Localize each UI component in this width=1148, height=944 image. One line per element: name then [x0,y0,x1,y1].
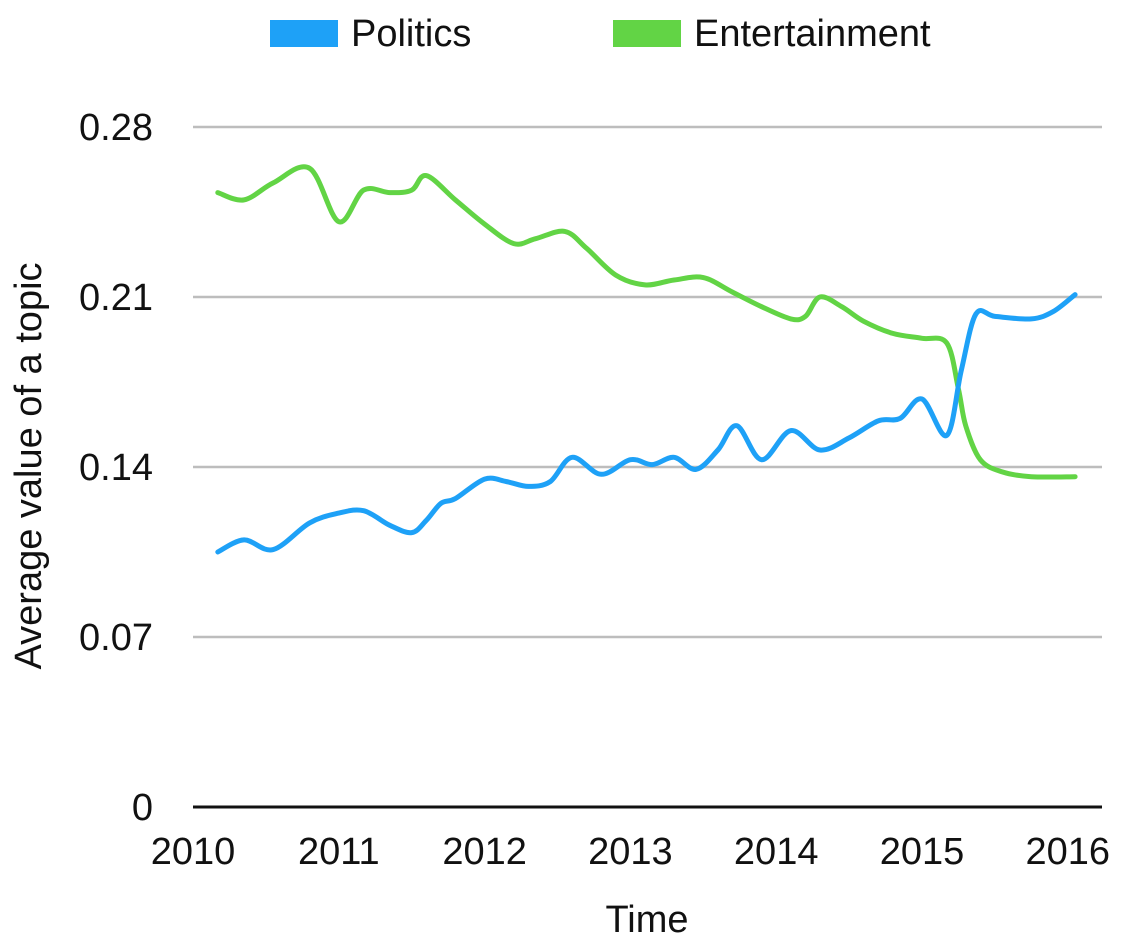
y-tick-label: 0.21 [79,277,153,319]
series-lines [215,164,1078,555]
x-tick-label: 2010 [151,831,236,873]
legend-swatch-politics [270,20,338,47]
series-line-politics [215,292,1078,555]
y-axis-label: Average value of a topic [8,262,50,669]
x-tick-label: 2016 [1026,831,1111,873]
x-tick-label: 2014 [734,831,819,873]
legend-label-entertainment: Entertainment [694,13,931,55]
x-tick-label: 2013 [588,831,673,873]
y-tick-label: 0.14 [79,447,153,489]
x-axis-label: Time [605,899,688,941]
x-tick-label: 2011 [298,831,380,873]
y-tick-label: 0.07 [79,617,153,659]
legend-swatch-entertainment [613,20,681,47]
x-tick-label: 2012 [442,831,527,873]
legend: Politics Entertainment [270,13,931,55]
legend-label-politics: Politics [351,13,471,55]
gridlines [193,125,1102,809]
x-axis-ticks: 2010 2011 2012 2013 2014 2015 2016 [151,831,1110,873]
y-axis-ticks: 0 0.07 0.14 0.21 0.28 [79,107,153,829]
x-tick-label: 2015 [880,831,965,873]
y-tick-label: 0.28 [79,107,153,149]
series-line-entertainment [215,164,1078,480]
y-tick-label: 0 [132,787,153,829]
